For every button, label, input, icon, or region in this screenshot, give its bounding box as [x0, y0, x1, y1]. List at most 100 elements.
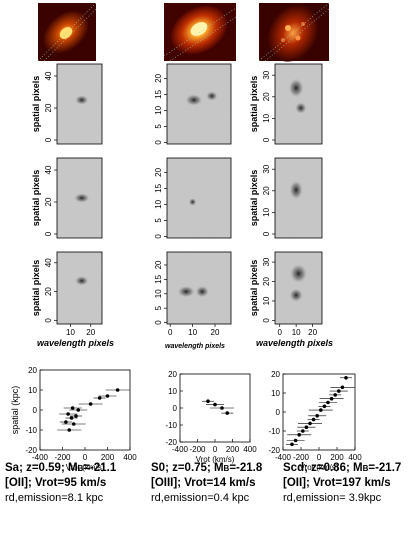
emission-feature	[195, 285, 210, 298]
data-point	[69, 416, 74, 420]
y-tick-label: 20	[262, 186, 271, 195]
y-axis-label: spatial pixels	[31, 260, 41, 317]
plot-frame	[282, 373, 356, 451]
x-tick-label: -200	[54, 453, 71, 462]
x-axis-label: Vrot (km/s)	[300, 463, 339, 472]
y-tick-label: 10	[154, 199, 163, 208]
emission-feature	[177, 285, 196, 298]
data-point	[301, 429, 305, 433]
data-point	[225, 411, 230, 415]
data-point	[115, 388, 120, 392]
x-tick-label: 20	[211, 328, 220, 337]
y-tick-label: 0	[262, 231, 271, 236]
x-tick-label: -200	[189, 445, 206, 454]
y-tick-label: 5	[154, 124, 163, 129]
y-tick-label: 30	[262, 70, 271, 79]
y-tick-label: 20	[44, 287, 53, 296]
caption-scd: Scd; z=0.86; MB=-21.7 [OII]; Vrot=197 km…	[283, 462, 402, 504]
y-tick-label: 0	[33, 406, 38, 415]
emission-feature	[184, 94, 203, 106]
y-tick-label: 0	[154, 140, 163, 145]
data-point	[337, 389, 341, 393]
x-tick-label: 10	[292, 328, 301, 337]
y-axis-label: spatial pixels	[249, 260, 259, 317]
spectrum-frame	[56, 251, 103, 325]
spectrum-frame	[274, 63, 323, 145]
y-tick-label: 30	[262, 164, 271, 173]
spectrum-panel-r1-c2: 0 5 10 15 20	[154, 63, 232, 145]
y-tick-label: -10	[165, 421, 177, 430]
data-point	[105, 394, 110, 398]
emission-feature	[289, 180, 304, 200]
emission-feature	[74, 95, 89, 105]
x-tick-label: 0	[213, 445, 218, 454]
y-tick-label: 10	[262, 113, 271, 122]
rotation-curve-panel-3: 20 10 0 -10 -20-400 -200 0 200 400 Vrot (km/s)	[268, 370, 362, 472]
data-point	[311, 417, 316, 422]
y-tick-label: 20	[168, 370, 177, 379]
y-tick-label: -10	[25, 426, 37, 435]
y-tick-label: 10	[168, 387, 177, 396]
y-tick-label: 20	[44, 103, 53, 112]
y-tick-label: 40	[44, 258, 53, 267]
y-tick-label: 15	[154, 89, 163, 98]
x-tick-label: 10	[188, 328, 197, 337]
data-point	[344, 376, 348, 380]
data-point	[74, 414, 78, 418]
data-point	[319, 408, 323, 412]
data-point	[71, 422, 76, 426]
emission-feature	[205, 91, 218, 101]
y-tick-label: -10	[268, 427, 280, 436]
x-axis-label: wavelength pixels	[165, 343, 225, 350]
spectrum-frame	[166, 63, 232, 145]
y-tick-label: 40	[44, 165, 53, 174]
y-tick-label: 20	[271, 370, 280, 379]
x-tick-label: 20	[308, 328, 317, 337]
spectrum-noise	[167, 158, 231, 238]
y-axis-label: spatial (kpc)	[10, 386, 20, 435]
x-tick-label: 0	[277, 328, 282, 337]
spectrum-panel-r2-c2: 0 5 10 15 20	[154, 157, 232, 239]
data-point	[304, 425, 309, 430]
rotation-curve-panel-1: 20 10 0 -10 -20-400 -200 0 200 400 Vrot (km/s) spa…	[10, 366, 137, 472]
spectrum-noise	[275, 252, 322, 324]
data-point	[297, 433, 302, 437]
x-tick-label: 10	[66, 328, 75, 337]
data-point	[322, 404, 327, 409]
y-tick-label: 0	[44, 231, 53, 236]
spectrum-noise	[57, 252, 102, 324]
y-tick-label: 30	[262, 257, 271, 266]
x-tick-label: 200	[330, 453, 344, 462]
x-axis-label: Vrot (km/s)	[196, 455, 235, 464]
y-tick-label: 20	[154, 167, 163, 176]
x-axis-label: wavelength pixels	[256, 338, 333, 348]
spectrum-frame	[166, 251, 232, 325]
y-tick-label: -20	[165, 438, 177, 447]
y-tick-label: 20	[262, 277, 271, 286]
x-tick-label: -400	[172, 445, 189, 454]
spectrum-frame	[274, 251, 323, 325]
data-point	[308, 421, 312, 426]
data-point	[340, 385, 345, 390]
rotation-curve-panel-2: 20 10 0 -10 -20-400 -200 0 200 400 Vrot (km/s)	[165, 370, 257, 464]
data-point	[66, 412, 70, 416]
emission-feature	[289, 288, 304, 303]
x-tick-label: -400	[32, 453, 49, 462]
x-tick-label: 0	[83, 453, 88, 462]
y-tick-label: 15	[154, 183, 163, 192]
data-point	[76, 408, 81, 412]
galaxy-image-scd	[258, 2, 330, 62]
x-tick-label: 400	[348, 453, 362, 462]
x-tick-label: 200	[101, 453, 115, 462]
y-tick-label: 5	[154, 305, 163, 310]
y-tick-label: 20	[44, 197, 53, 206]
y-tick-label: 10	[271, 389, 280, 398]
data-point	[333, 393, 338, 397]
data-point	[206, 399, 210, 404]
y-axis-label: spatial pixels	[249, 170, 259, 227]
